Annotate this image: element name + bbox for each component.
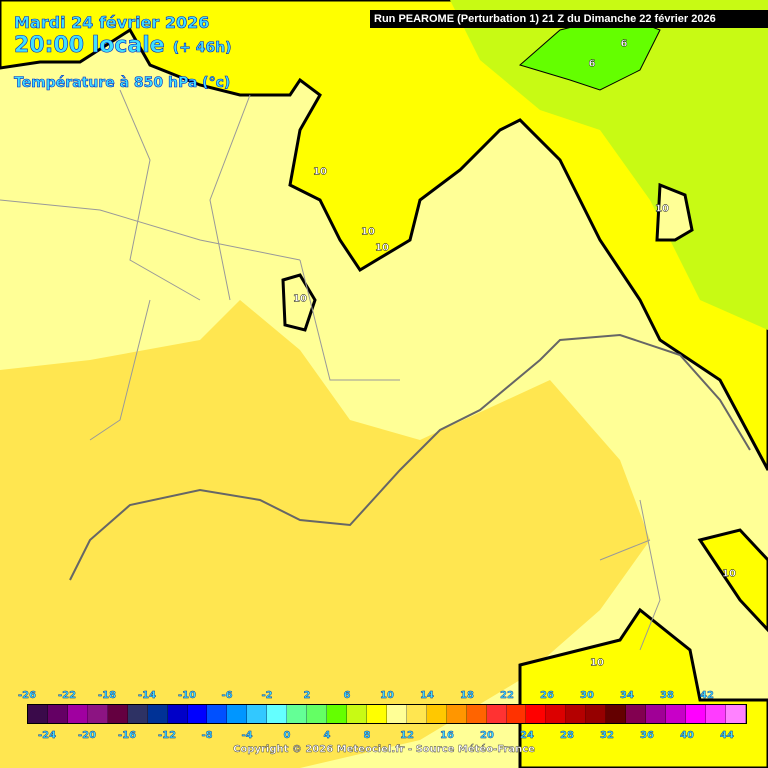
- color-scale-label: 28: [560, 730, 574, 741]
- color-scale-cell: [247, 705, 268, 723]
- color-scale-label: 8: [363, 730, 371, 741]
- color-scale-label: -14: [137, 690, 157, 701]
- color-scale-cell: [426, 705, 447, 723]
- color-scale-cell: [47, 705, 68, 723]
- color-scale-label: 42: [700, 690, 714, 701]
- color-scale-label: 20: [480, 730, 494, 741]
- color-scale-bar: [27, 704, 747, 724]
- color-scale-label: 34: [620, 690, 634, 701]
- color-scale-cell: [227, 705, 248, 723]
- color-scale-cell: [28, 705, 48, 723]
- color-scale-label: 30: [580, 690, 594, 701]
- color-scale-label: 2: [303, 690, 311, 701]
- color-scale-label: 18: [460, 690, 474, 701]
- border-lines: [0, 89, 661, 651]
- color-scale-label: 32: [600, 730, 614, 741]
- contour-label: 10: [655, 203, 669, 215]
- coastline: [69, 333, 751, 581]
- color-scale-label: 44: [720, 730, 734, 741]
- color-scale-cell: [446, 705, 467, 723]
- color-scale-label: -12: [157, 730, 177, 741]
- color-scale-label: -8: [201, 730, 213, 741]
- contour-label: 6: [620, 38, 628, 50]
- color-scale-cell: [466, 705, 487, 723]
- color-scale-label: 6: [343, 690, 351, 701]
- color-scale-label: -2: [261, 690, 273, 701]
- color-scale-cell: [267, 705, 288, 723]
- color-scale-label: -24: [37, 730, 57, 741]
- forecast-time-value: 20:00 locale: [14, 33, 165, 59]
- color-scale-cell: [685, 705, 706, 723]
- color-scale-label: 22: [500, 690, 514, 701]
- parameter-title: Température à 850 hPa (°c): [14, 75, 231, 92]
- color-scale-label: -16: [117, 730, 137, 741]
- color-scale-label: -22: [57, 690, 77, 701]
- color-scale-cell: [187, 705, 208, 723]
- color-scale-cell: [586, 705, 607, 723]
- color-scale-label: 36: [640, 730, 654, 741]
- color-scale-label: 14: [420, 690, 434, 701]
- contour-label: 10: [590, 657, 604, 669]
- color-scale-cell: [127, 705, 148, 723]
- color-scale-cell: [626, 705, 647, 723]
- contour-label: 10: [361, 226, 375, 238]
- contour-label: 10: [313, 166, 327, 178]
- run-info: Run PEAROME (Perturbation 1) 21 Z du Dim…: [370, 10, 768, 28]
- color-scale-cell: [386, 705, 407, 723]
- color-scale-cell: [67, 705, 88, 723]
- color-scale-label: -6: [221, 690, 233, 701]
- color-scale-label: 38: [660, 690, 674, 701]
- contour-label: 10: [722, 568, 736, 580]
- cool-field-region: [697, 528, 768, 633]
- contour-label: 10: [293, 293, 307, 305]
- color-scale-label: -26: [17, 690, 37, 701]
- color-scale-cell: [566, 705, 587, 723]
- color-scale-cell: [546, 705, 567, 723]
- color-scale-cell: [287, 705, 308, 723]
- contour-label: 6: [588, 58, 596, 70]
- color-scale-cell: [307, 705, 328, 723]
- color-scale-label: 24: [520, 730, 534, 741]
- color-scale-cell: [347, 705, 367, 723]
- copyright: Copyright © 2026 Meteociel.fr - Source M…: [233, 744, 535, 755]
- color-scale-label: -20: [77, 730, 97, 741]
- color-scale-label: 4: [323, 730, 331, 741]
- color-scale-label: 40: [680, 730, 694, 741]
- color-scale-cell: [107, 705, 128, 723]
- color-scale-cell: [606, 705, 627, 723]
- color-scale-cell: [646, 705, 666, 723]
- color-scale-cell: [167, 705, 188, 723]
- color-scale-cell: [526, 705, 547, 723]
- color-scale-cell: [406, 705, 427, 723]
- color-scale-cell: [207, 705, 228, 723]
- forecast-date: Mardi 24 février 2026: [14, 13, 210, 33]
- color-scale-cell: [506, 705, 527, 723]
- color-scale-label: 26: [540, 690, 554, 701]
- cool-field-region: [518, 607, 768, 768]
- forecast-time: 20:00 locale (+ 46h): [14, 33, 232, 59]
- color-scale-cell: [705, 705, 726, 723]
- contour-label: 10: [375, 242, 389, 254]
- green-field-region: [450, 0, 768, 330]
- color-scale-cell: [147, 705, 168, 723]
- color-scale-label: 16: [440, 730, 454, 741]
- color-scale-label: -18: [97, 690, 117, 701]
- color-scale-cell: [87, 705, 108, 723]
- color-scale-label: -10: [177, 690, 197, 701]
- color-scale-cell: [486, 705, 507, 723]
- warm-pocket: [655, 182, 694, 242]
- color-scale-label: 0: [283, 730, 291, 741]
- color-scale-label: 12: [400, 730, 414, 741]
- warm-field-region: [0, 300, 650, 768]
- forecast-lead: (+ 46h): [172, 40, 232, 57]
- color-scale-cell: [366, 705, 387, 723]
- color-scale-label: -4: [241, 730, 253, 741]
- color-scale-cell: [327, 705, 347, 723]
- color-scale-cell: [725, 705, 746, 723]
- color-scale-cell: [666, 705, 686, 723]
- color-scale-label: 10: [380, 690, 394, 701]
